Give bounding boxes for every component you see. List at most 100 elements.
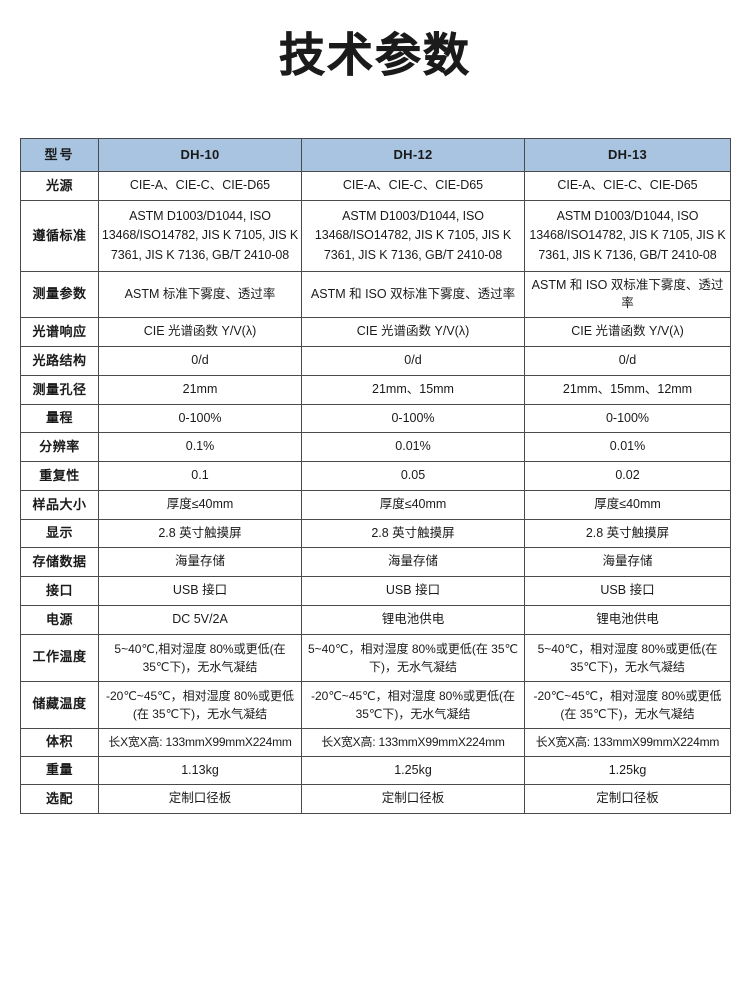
row-value-dh12: 0-100% <box>301 403 525 434</box>
row-label: 储藏温度 <box>20 680 99 729</box>
row-value-dh12: 1.25kg <box>301 755 525 786</box>
row-value-dh13: 2.8 英寸触摸屏 <box>524 518 731 549</box>
header-row: 型号 DH-10 DH-12 DH-13 <box>20 138 731 172</box>
row-value-dh12: USB 接口 <box>301 576 525 606</box>
row-label: 重复性 <box>20 461 99 491</box>
row-value-dh13: 长X宽X高: 133mmX99mmX224mm <box>524 727 731 757</box>
row-value-dh13: -20℃~45℃，相对湿度 80%或更低(在 35℃下)，无水气凝结 <box>524 680 731 729</box>
table-row: 量程 0-100% 0-100% 0-100% <box>20 403 731 434</box>
row-value-dh12: 2.8 英寸触摸屏 <box>301 518 525 549</box>
row-value-dh10: ASTM D1003/D1044, ISO 13468/ISO14782, JI… <box>98 199 302 272</box>
table-row: 体积 长X宽X高: 133mmX99mmX224mm 长X宽X高: 133mmX… <box>20 727 731 757</box>
row-value-dh10: 2.8 英寸触摸屏 <box>98 518 302 549</box>
row-label: 接口 <box>20 576 99 606</box>
row-value-dh13: 厚度≤40mm <box>524 489 731 520</box>
row-label: 量程 <box>20 403 99 434</box>
row-value-dh12: 5~40℃，相对湿度 80%或更低(在 35℃下)，无水气凝结 <box>301 633 525 682</box>
table-header: 型号 DH-10 DH-12 DH-13 <box>20 138 731 172</box>
table-row: 分辨率 0.1% 0.01% 0.01% <box>20 432 731 463</box>
row-value-dh13: 5~40℃，相对湿度 80%或更低(在 35℃下)，无水气凝结 <box>524 633 731 682</box>
row-value-dh13: 0/d <box>524 346 731 376</box>
row-value-dh13: 0.01% <box>524 432 731 463</box>
row-value-dh10: 1.13kg <box>98 755 302 786</box>
row-value-dh10: 厚度≤40mm <box>98 489 302 520</box>
table-row: 工作温度 5~40℃,相对湿度 80%或更低(在 35℃下)，无水气凝结 5~4… <box>20 633 731 682</box>
row-label: 分辨率 <box>20 432 99 463</box>
table-row: 存储数据 海量存储 海量存储 海量存储 <box>20 547 731 578</box>
table-row: 显示 2.8 英寸触摸屏 2.8 英寸触摸屏 2.8 英寸触摸屏 <box>20 518 731 549</box>
row-value-dh10: CIE-A、CIE-C、CIE-D65 <box>98 171 302 201</box>
row-value-dh10: 0-100% <box>98 403 302 434</box>
row-value-dh10: 海量存储 <box>98 547 302 578</box>
header-column-dh10: DH-10 <box>98 138 302 172</box>
table-row: 电源 DC 5V/2A 锂电池供电 锂电池供电 <box>20 604 731 635</box>
row-value-dh10: 0.1% <box>98 432 302 463</box>
table-row: 样品大小 厚度≤40mm 厚度≤40mm 厚度≤40mm <box>20 489 731 520</box>
row-label: 工作温度 <box>20 633 99 682</box>
row-value-dh13: 锂电池供电 <box>524 604 731 635</box>
row-value-dh13: 21mm、15mm、12mm <box>524 374 731 405</box>
table-row: 光源 CIE-A、CIE-C、CIE-D65 CIE-A、CIE-C、CIE-D… <box>20 171 731 201</box>
row-value-dh10: CIE 光谱函数 Y/V(λ) <box>98 317 302 348</box>
row-value-dh10: -20℃~45℃，相对湿度 80%或更低(在 35℃下)，无水气凝结 <box>98 680 302 729</box>
table-row: 重复性 0.1 0.05 0.02 <box>20 461 731 491</box>
row-value-dh13: CIE-A、CIE-C、CIE-D65 <box>524 171 731 201</box>
row-value-dh12: 0/d <box>301 346 525 376</box>
row-value-dh12: 锂电池供电 <box>301 604 525 635</box>
table-row: 选配 定制口径板 定制口径板 定制口径板 <box>20 784 731 815</box>
table-row: 接口 USB 接口 USB 接口 USB 接口 <box>20 576 731 606</box>
row-value-dh12: -20℃~45℃，相对湿度 80%或更低(在 35℃下)，无水气凝结 <box>301 680 525 729</box>
table-row: 光谱响应 CIE 光谱函数 Y/V(λ) CIE 光谱函数 Y/V(λ) CIE… <box>20 317 731 348</box>
table-body: 光源 CIE-A、CIE-C、CIE-D65 CIE-A、CIE-C、CIE-D… <box>20 171 731 815</box>
row-value-dh12: 长X宽X高: 133mmX99mmX224mm <box>301 727 525 757</box>
row-value-dh12: ASTM 和 ISO 双标准下雾度、透过率 <box>301 270 525 319</box>
row-label: 遵循标准 <box>20 199 99 272</box>
row-value-dh12: 厚度≤40mm <box>301 489 525 520</box>
row-value-dh12: CIE-A、CIE-C、CIE-D65 <box>301 171 525 201</box>
row-value-dh10: 0/d <box>98 346 302 376</box>
page-title: 技术参数 <box>279 28 471 82</box>
table-row: 储藏温度 -20℃~45℃，相对湿度 80%或更低(在 35℃下)，无水气凝结 … <box>20 680 731 729</box>
row-label: 电源 <box>20 604 99 635</box>
row-value-dh10: ASTM 标准下雾度、透过率 <box>98 270 302 319</box>
spec-table-container: 型号 DH-10 DH-12 DH-13 光源 CIE-A、CIE-C、CIE-… <box>20 138 731 815</box>
row-label: 存储数据 <box>20 547 99 578</box>
row-label: 显示 <box>20 518 99 549</box>
row-label: 光谱响应 <box>20 317 99 348</box>
row-value-dh12: CIE 光谱函数 Y/V(λ) <box>301 317 525 348</box>
row-value-dh13: 定制口径板 <box>524 784 731 815</box>
row-value-dh13: 0.02 <box>524 461 731 491</box>
row-value-dh10: 定制口径板 <box>98 784 302 815</box>
table-row: 光路结构 0/d 0/d 0/d <box>20 346 731 376</box>
header-column-dh13: DH-13 <box>524 138 731 172</box>
row-value-dh12: 21mm、15mm <box>301 374 525 405</box>
row-label: 测量参数 <box>20 270 99 319</box>
row-label: 光源 <box>20 171 99 201</box>
table-row: 遵循标准 ASTM D1003/D1044, ISO 13468/ISO1478… <box>20 199 731 272</box>
row-value-dh13: 1.25kg <box>524 755 731 786</box>
row-value-dh13: ASTM D1003/D1044, ISO 13468/ISO14782, JI… <box>524 199 731 272</box>
row-value-dh12: 定制口径板 <box>301 784 525 815</box>
header-column-dh12: DH-12 <box>301 138 525 172</box>
row-value-dh10: USB 接口 <box>98 576 302 606</box>
row-label: 重量 <box>20 755 99 786</box>
row-value-dh10: 长X宽X高: 133mmX99mmX224mm <box>98 727 302 757</box>
row-value-dh10: 5~40℃,相对湿度 80%或更低(在 35℃下)，无水气凝结 <box>98 633 302 682</box>
row-value-dh10: 0.1 <box>98 461 302 491</box>
row-value-dh12: 0.05 <box>301 461 525 491</box>
row-value-dh13: USB 接口 <box>524 576 731 606</box>
row-value-dh12: 0.01% <box>301 432 525 463</box>
row-value-dh12: 海量存储 <box>301 547 525 578</box>
table-row: 重量 1.13kg 1.25kg 1.25kg <box>20 755 731 786</box>
row-value-dh10: DC 5V/2A <box>98 604 302 635</box>
row-label: 样品大小 <box>20 489 99 520</box>
row-value-dh13: 海量存储 <box>524 547 731 578</box>
row-label: 测量孔径 <box>20 374 99 405</box>
technical-parameters-table: 型号 DH-10 DH-12 DH-13 光源 CIE-A、CIE-C、CIE-… <box>20 138 731 815</box>
header-model-label: 型号 <box>20 138 99 172</box>
row-value-dh12: ASTM D1003/D1044, ISO 13468/ISO14782, JI… <box>301 199 525 272</box>
table-row: 测量孔径 21mm 21mm、15mm 21mm、15mm、12mm <box>20 374 731 405</box>
row-value-dh13: 0-100% <box>524 403 731 434</box>
row-value-dh10: 21mm <box>98 374 302 405</box>
